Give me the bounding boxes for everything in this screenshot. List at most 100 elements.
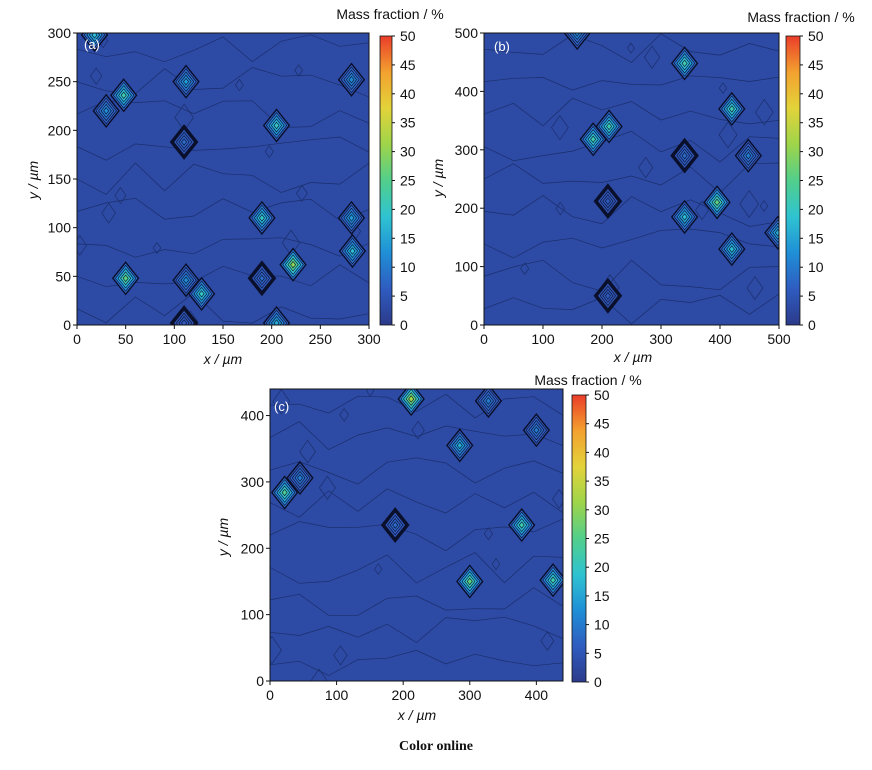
y-tick-label: 400: [455, 83, 479, 99]
colorbar-label-a: Mass fraction / %: [336, 6, 443, 22]
contour-line: [484, 162, 779, 194]
contour-ring: [638, 156, 654, 179]
hotspot-contour: [348, 76, 355, 84]
colorbar-tick-label: 50: [808, 28, 824, 44]
x-tick-label: 150: [211, 331, 235, 347]
y-tick-label: 100: [241, 607, 265, 623]
colorbar-tick-label: 20: [594, 559, 610, 575]
hotspot: [670, 137, 699, 174]
hotspot-contour: [533, 426, 540, 434]
hotspot-contour: [550, 576, 556, 584]
colorbar-tick-label: 15: [808, 230, 824, 246]
hotspot: [262, 305, 291, 325]
x-tick-label: 300: [649, 331, 673, 347]
y-tick-label: 300: [455, 142, 479, 158]
hotspot: [593, 277, 623, 314]
heatmap-plot-b: [483, 32, 780, 326]
hotspot-contour: [120, 91, 127, 99]
colorbar-tick-label: 30: [400, 144, 416, 160]
contour-line: [484, 195, 779, 227]
colorbar-tick-label: 0: [808, 317, 816, 333]
contour-ring: [551, 115, 569, 141]
colorbar-tick-label: 30: [594, 502, 610, 518]
x-tick-label: 0: [266, 687, 274, 703]
hotspot-contour: [392, 521, 399, 529]
colorbar-tick-label: 45: [594, 416, 610, 432]
y-tick-label: 200: [241, 540, 265, 556]
hotspot: [92, 93, 120, 128]
y-axis-label-a: y / µm: [25, 160, 41, 200]
hotspot: [247, 260, 277, 297]
y-tick-label: 300: [48, 25, 72, 41]
y-axis-ticks-a: 0 50 100 150 200 250 300: [48, 25, 77, 333]
plot-frame: [483, 32, 780, 326]
x-tick-label: 400: [525, 687, 549, 703]
hotspot: [172, 64, 200, 99]
contour-line: [270, 552, 563, 584]
y-tick-label: 0: [256, 673, 264, 689]
hotspot-contour: [258, 274, 265, 282]
y-axis-label-c: y / µm: [215, 517, 231, 557]
hotspot-contour: [466, 577, 473, 586]
contour-ring: [643, 45, 661, 69]
colorbar-tick-label: 0: [400, 317, 408, 333]
hotspot-contour: [273, 319, 280, 325]
colorbar-a: 0 5 10 15 20 25 30 35 40 45 50: [379, 28, 416, 333]
colorbar-tick-label: 25: [400, 173, 416, 189]
hotspot-contour: [728, 245, 735, 253]
x-tick-label: 500: [767, 331, 791, 347]
x-tick-label: 50: [118, 331, 134, 347]
hotspot: [508, 507, 536, 543]
colorbar-tick-label: 10: [808, 259, 824, 275]
x-tick-label: 0: [480, 331, 488, 347]
contour-line: [77, 197, 369, 221]
contour-ring: [718, 121, 738, 149]
contour-ring: [272, 389, 291, 415]
x-tick-label: 200: [392, 687, 416, 703]
colorbar-tick-label: 35: [594, 473, 610, 489]
hotspot: [270, 475, 299, 510]
colorbar-b: 0 5 10 15 20 25 30 35 40 45 50: [785, 28, 824, 333]
x-tick-label: 300: [357, 331, 381, 347]
contour-line: [484, 33, 779, 63]
heatmap-background: [484, 33, 779, 325]
hotspot-contour: [273, 121, 280, 130]
contour-ring: [318, 475, 336, 500]
hotspot-contour: [681, 59, 688, 68]
hotspot-contour: [181, 138, 188, 146]
colorbar-tick-label: 10: [594, 617, 610, 633]
contour-ring: [552, 489, 563, 509]
contour-line: [77, 34, 369, 63]
contour-ring: [374, 563, 383, 575]
contour-ring: [746, 276, 764, 301]
hotspot: [169, 305, 199, 325]
hotspot-contour: [485, 397, 492, 405]
hotspot: [579, 122, 607, 157]
hotspot: [456, 564, 484, 599]
contour-line: [77, 292, 369, 324]
hotspot: [262, 108, 291, 143]
hotspot: [187, 276, 216, 311]
hotspot: [522, 413, 551, 448]
contour-line: [484, 293, 779, 325]
x-axis-label-b: x / µm: [613, 349, 653, 365]
hotspot-contour: [518, 521, 525, 529]
contour-ring: [739, 189, 759, 218]
y-axis-ticks-c: 0 100 200 300 400: [241, 408, 270, 689]
hotspot: [337, 200, 366, 236]
contour-ring: [333, 645, 348, 666]
hotspot: [446, 428, 474, 463]
contour-line: [484, 75, 779, 91]
hotspot-contour: [714, 198, 720, 207]
contour-ring: [152, 241, 162, 255]
hotspot-contour: [348, 214, 355, 222]
colorbar-tick-label: 5: [400, 288, 408, 304]
x-axis-label-c: x / µm: [397, 707, 437, 723]
contour-ring: [491, 557, 501, 571]
y-tick-label: 100: [455, 259, 479, 275]
hotspot: [593, 183, 623, 220]
x-tick-label: 0: [73, 331, 81, 347]
hotspot: [734, 138, 763, 173]
